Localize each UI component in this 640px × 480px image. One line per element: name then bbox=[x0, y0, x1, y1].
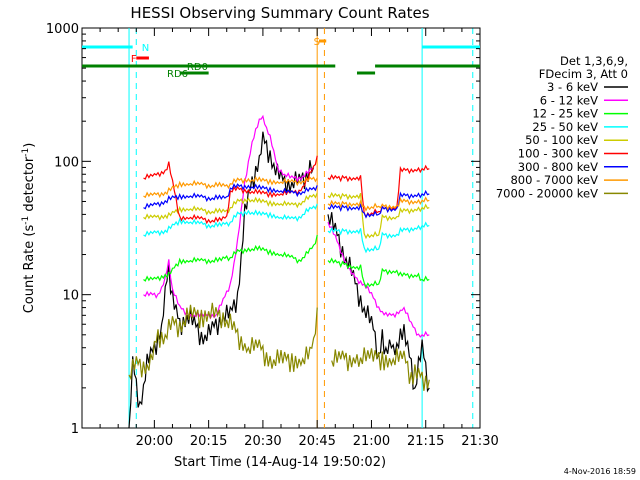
series-line bbox=[331, 347, 430, 391]
series-line bbox=[327, 221, 430, 338]
x-tick-label: 21:00 bbox=[353, 434, 390, 449]
flag-label: N bbox=[142, 43, 149, 54]
legend-entry-label: 12 - 25 keV bbox=[532, 107, 598, 121]
y-tick-label: 1000 bbox=[46, 22, 79, 37]
legend-entry-label: 3 - 6 keV bbox=[547, 80, 598, 94]
legend-entry-label: 50 - 100 keV bbox=[525, 133, 598, 147]
x-tick-label: 20:15 bbox=[190, 434, 227, 449]
series-line bbox=[327, 212, 430, 393]
series-line bbox=[143, 114, 315, 320]
flag-label: S bbox=[314, 37, 320, 48]
y-axis-label-end: ) bbox=[22, 143, 37, 148]
series-lines bbox=[128, 114, 430, 429]
y-tick-label: 1 bbox=[71, 422, 79, 437]
y-axis-label-sup2: -1 bbox=[21, 148, 31, 157]
generated-timestamp: 4-Nov-2016 18:59 bbox=[564, 467, 636, 476]
x-axis-label: Start Time (14-Aug-14 19:50:02) bbox=[174, 455, 386, 470]
flag-label: F bbox=[131, 54, 137, 65]
legend-entry-label: 100 - 300 keV bbox=[518, 147, 598, 161]
legend-header: FDecim 3, Att 0 bbox=[539, 67, 628, 81]
y-axis-label-mid: detector bbox=[22, 156, 37, 216]
series-line bbox=[143, 183, 318, 210]
series-line bbox=[143, 234, 318, 282]
x-tick-label: 20:00 bbox=[136, 434, 173, 449]
legend-entry-label: 7000 - 20000 keV bbox=[496, 186, 598, 200]
x-tick-label: 20:30 bbox=[244, 434, 281, 449]
series-line bbox=[327, 221, 430, 254]
legend-header: Det 1,3,6,9, bbox=[560, 54, 628, 68]
series-line bbox=[327, 196, 430, 212]
flag-label: RD0 bbox=[187, 62, 208, 73]
series-line bbox=[327, 191, 430, 240]
series-line bbox=[128, 302, 318, 381]
legend-entry-label: 800 - 7000 keV bbox=[510, 173, 598, 187]
series-line bbox=[143, 192, 318, 221]
chart-title: HESSI Observing Summary Count Rates bbox=[130, 4, 429, 22]
series-line bbox=[327, 257, 430, 289]
legend-entry-label: 25 - 50 keV bbox=[532, 120, 598, 134]
marker-lines bbox=[128, 28, 474, 428]
series-line bbox=[327, 164, 430, 219]
series-line bbox=[327, 189, 430, 219]
legend-entry-label: 300 - 800 keV bbox=[518, 160, 598, 174]
y-axis-label-main: Count Rate (s bbox=[22, 225, 37, 314]
y-axis-label: Count Rate (s-1 detector-1) bbox=[21, 143, 37, 314]
axes: 20:00 20:15 20:30 20:45 21:00 21:15 21:30 1 10 10… bbox=[46, 22, 499, 449]
flag-label: RD6 bbox=[167, 69, 188, 80]
legend-entry-label: 6 - 12 keV bbox=[540, 93, 598, 107]
x-tick-label: 21:30 bbox=[461, 434, 498, 449]
y-tick-label: 100 bbox=[54, 155, 79, 170]
y-axis-label-sup1: -1 bbox=[21, 216, 31, 225]
x-tick-label: 21:15 bbox=[407, 434, 444, 449]
y-tick-label: 10 bbox=[62, 289, 79, 304]
series-line bbox=[143, 176, 318, 199]
x-tick-label: 20:45 bbox=[298, 434, 335, 449]
series-line bbox=[143, 203, 318, 237]
